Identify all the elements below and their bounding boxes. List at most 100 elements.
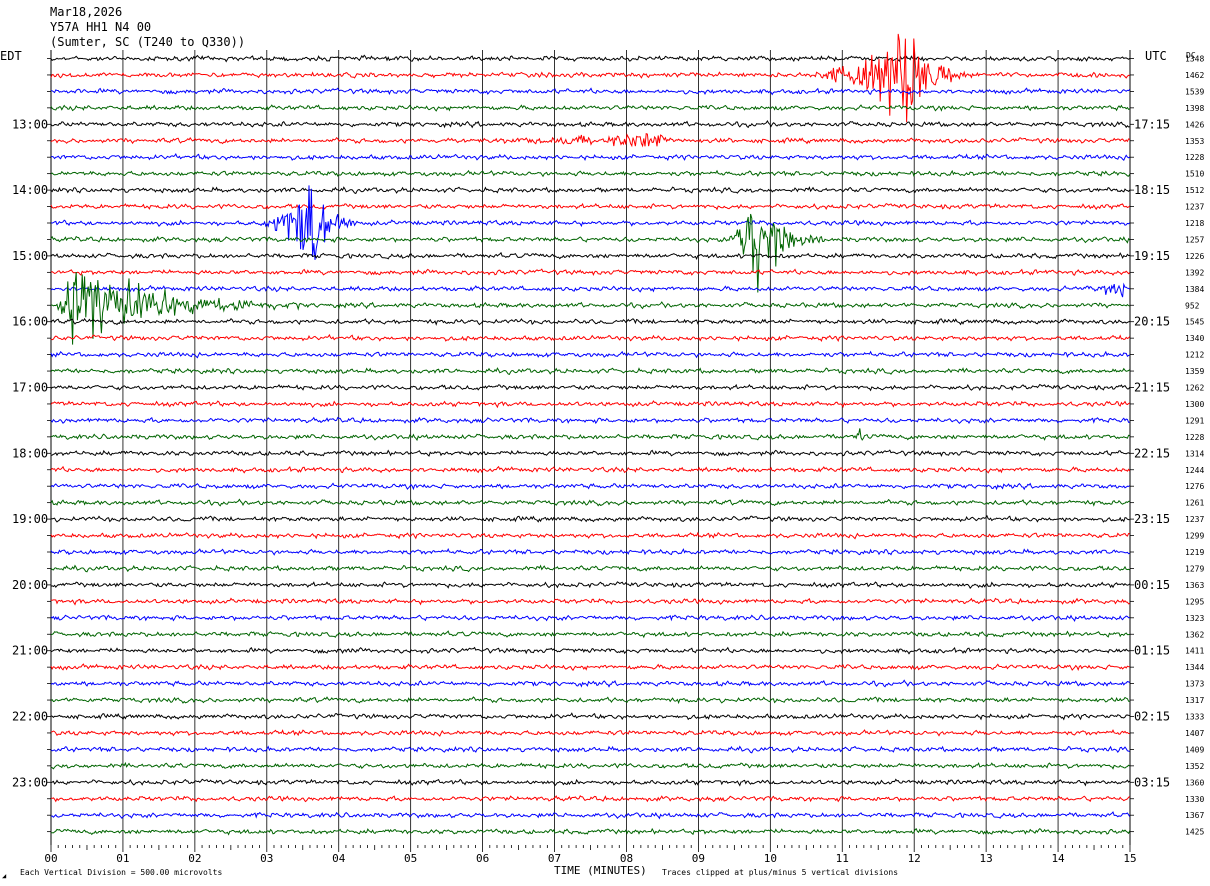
dc-offset-label: 1425: [1185, 828, 1204, 837]
trace-line-22: [50, 416, 1130, 425]
utc-hour-label: 19:15: [1134, 249, 1170, 263]
dc-offset-label: 1228: [1185, 153, 1204, 162]
dc-offset-label: 1218: [1185, 219, 1204, 228]
right-timezone-label: UTC: [1145, 49, 1167, 63]
dc-offset-label: 1323: [1185, 614, 1204, 623]
trace-line-8: [50, 186, 1131, 195]
trace-line-14: [50, 282, 1131, 298]
trace-line-39: [50, 696, 1130, 705]
scale-note: Each Vertical Division = 500.00 microvol…: [20, 868, 222, 877]
dc-offset-label: 1314: [1185, 449, 1204, 458]
edt-hour-label: 15:00: [12, 249, 48, 263]
x-axis-label: TIME (MINUTES): [554, 864, 647, 877]
dc-offset-label: 1262: [1185, 384, 1204, 393]
dc-offset-label: 1330: [1185, 795, 1204, 804]
x-tick-label-07: 07: [548, 852, 561, 865]
trace-line-32: [50, 581, 1131, 589]
dc-offset-label: 1279: [1185, 564, 1204, 573]
dc-offset-label: 1392: [1185, 268, 1204, 277]
dc-offset-label: 1276: [1185, 482, 1204, 491]
trace-line-26: [50, 482, 1131, 491]
trace-line-10: [50, 185, 1131, 260]
trace-line-28: [50, 514, 1130, 523]
dc-offset-label: 1244: [1185, 466, 1204, 475]
trace-line-37: [50, 663, 1130, 672]
dc-offset-label: 1348: [1185, 55, 1204, 64]
trace-line-11: [50, 213, 1131, 293]
trace-line-5: [50, 133, 1130, 148]
dc-offset-label: 1359: [1185, 367, 1204, 376]
trace-line-30: [50, 548, 1130, 556]
dc-offset-label: 1261: [1185, 499, 1204, 508]
dc-offset-label: 1344: [1185, 663, 1204, 672]
x-tick-label-10: 10: [764, 852, 777, 865]
trace-line-12: [50, 251, 1130, 261]
x-tick-label-08: 08: [620, 852, 633, 865]
trace-line-21: [50, 400, 1131, 409]
dc-offset-label: 1219: [1185, 548, 1204, 557]
trace-line-16: [50, 317, 1130, 326]
dc-label: DC: [1186, 51, 1196, 60]
dc-offset-label: 1384: [1185, 285, 1204, 294]
trace-line-3: [50, 104, 1131, 112]
x-tick-label-00: 00: [44, 852, 57, 865]
trace-line-7: [50, 169, 1131, 178]
dc-offset-label: 1362: [1185, 630, 1204, 639]
edt-hour-label: 17:00: [12, 381, 48, 395]
trace-line-23: [50, 428, 1130, 442]
utc-hour-label: 20:15: [1134, 315, 1170, 329]
x-tick-label-04: 04: [332, 852, 346, 865]
edt-hour-label: 21:00: [12, 644, 48, 658]
utc-hour-label: 17:15: [1134, 117, 1170, 131]
x-tick-label-03: 03: [260, 852, 273, 865]
trace-line-27: [50, 498, 1130, 507]
trace-line-9: [50, 202, 1131, 211]
edt-hour-label: 18:00: [12, 446, 48, 460]
trace-line-42: [50, 745, 1130, 754]
x-tick-label-06: 06: [476, 852, 489, 865]
dc-offset-label: 952: [1185, 301, 1200, 310]
utc-hour-labels: 17:15 18:15 19:15 20:15 21:15 22:15 23:15 00:15…: [1134, 117, 1170, 789]
trace-line-41: [50, 729, 1130, 737]
trace-line-6: [50, 152, 1131, 162]
trace-line-34: [50, 614, 1130, 623]
dc-offset-label: 1398: [1185, 104, 1204, 113]
dc-offset-label: 1295: [1185, 597, 1204, 606]
trace-line-35: [50, 630, 1130, 639]
dc-offset-label: 1237: [1185, 515, 1204, 524]
dc-offset-label: 1228: [1185, 433, 1204, 442]
trace-line-38: [50, 679, 1131, 688]
dc-offset-label: 1411: [1185, 647, 1204, 656]
axis-ticks: [47, 58, 1134, 852]
trace-line-24: [50, 449, 1131, 457]
trace-line-2: [50, 87, 1131, 96]
dc-offset-label: 1299: [1185, 532, 1204, 541]
x-tick-label-09: 09: [692, 852, 705, 865]
dc-offset-labels: 1348 1462 1539 1398 1426 1353 1228 1510 1512 1237…: [1185, 55, 1204, 837]
trace-line-33: [50, 597, 1131, 606]
utc-hour-label: 00:15: [1134, 578, 1170, 592]
x-tick-label-02: 02: [188, 852, 201, 865]
trace-line-47: [50, 827, 1131, 836]
trace-line-0: [50, 54, 1131, 63]
trace-line-15: [50, 271, 1130, 345]
utc-hour-label: 03:15: [1134, 775, 1170, 789]
trace-line-43: [50, 761, 1131, 770]
trace-line-45: [50, 795, 1131, 803]
trace-line-36: [50, 646, 1130, 655]
edt-hour-label: 19:00: [12, 512, 48, 526]
edt-hour-labels: 13:00 14:00 15:00 16:00 17:00 18:00 19:00 20:00…: [12, 117, 48, 789]
utc-hour-label: 23:15: [1134, 512, 1170, 526]
trace-line-46: [50, 811, 1131, 820]
trace-line-4: [50, 120, 1130, 129]
dc-offset-label: 1512: [1185, 186, 1204, 195]
dc-offset-label: 1407: [1185, 729, 1204, 738]
trace-line-25: [50, 465, 1131, 474]
x-tick-label-13: 13: [980, 852, 993, 865]
trace-line-40: [50, 712, 1130, 721]
dc-offset-label: 1333: [1185, 713, 1204, 722]
utc-hour-label: 02:15: [1134, 710, 1170, 724]
x-tick-label-15: 15: [1123, 852, 1136, 865]
dc-offset-label: 1510: [1185, 170, 1204, 179]
